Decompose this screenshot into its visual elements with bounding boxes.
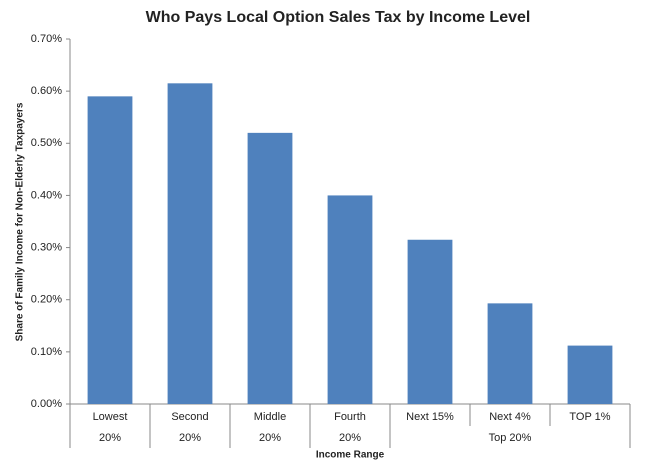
x-axis-title: Income Range — [316, 450, 385, 461]
y-tick-label: 0.30% — [31, 241, 62, 253]
y-tick-label: 0.70% — [31, 33, 62, 45]
y-tick-label: 0.10% — [31, 346, 62, 358]
group-label: Top 20% — [489, 432, 532, 444]
bar — [327, 195, 373, 404]
y-tick-label: 0.00% — [31, 398, 62, 410]
bar — [487, 303, 533, 404]
y-tick-label: 0.40% — [31, 189, 62, 201]
group-label: 20% — [259, 432, 281, 444]
bar — [167, 83, 213, 405]
y-axis-title: Share of Family Income for Non-Elderly T… — [15, 102, 26, 341]
bar — [407, 239, 453, 404]
x-tick-label: Fourth — [334, 411, 366, 423]
group-label: 20% — [99, 432, 121, 444]
x-tick-label: Next 4% — [489, 411, 531, 423]
group-label: 20% — [339, 432, 361, 444]
y-tick-label: 0.50% — [31, 137, 62, 149]
x-tick-label: TOP 1% — [569, 411, 610, 423]
x-tick-label: Lowest — [93, 411, 128, 423]
x-tick-label: Next 15% — [406, 411, 454, 423]
bar — [87, 96, 133, 404]
bar — [247, 132, 293, 404]
bar — [567, 345, 613, 404]
y-tick-label: 0.60% — [31, 85, 62, 97]
chart-title: Who Pays Local Option Sales Tax by Incom… — [146, 9, 531, 26]
group-label: 20% — [179, 432, 201, 444]
x-tick-label: Middle — [254, 411, 286, 423]
y-tick-label: 0.20% — [31, 294, 62, 306]
x-tick-label: Second — [171, 411, 208, 423]
